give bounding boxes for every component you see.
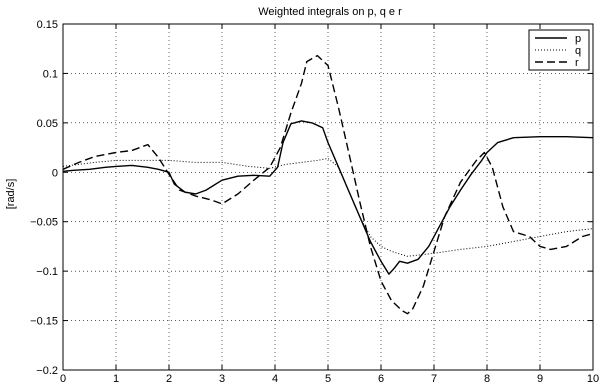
y-tick-label: −0.1	[36, 266, 58, 278]
legend-label-q: q	[575, 45, 581, 57]
series-line-r	[62, 54, 594, 315]
axis-ticks: 0 1 2 3 4 5 6 7 8 9 10 −0.2 −0.15 −0.1 −0.05 0 0.05 0.1 0.…	[30, 19, 599, 385]
y-tick-label: −0.15	[30, 316, 58, 328]
x-tick-label: 0	[60, 373, 66, 385]
series-layer	[62, 54, 594, 315]
x-tick-label: 6	[378, 373, 384, 385]
x-tick-label: 10	[587, 373, 599, 385]
legend-label-r: r	[575, 57, 579, 69]
y-tick-label: 0.05	[37, 118, 58, 130]
legend-label-p: p	[575, 33, 581, 45]
x-tick-label: 8	[484, 373, 490, 385]
series-line-p	[62, 120, 594, 275]
y-tick-label: −0.2	[36, 365, 58, 377]
y-tick-label: 0.15	[37, 19, 58, 31]
x-tick-label: 2	[166, 373, 172, 385]
y-tick-label: −0.05	[30, 217, 58, 229]
y-axis-label: [rad/s]	[5, 179, 17, 210]
y-tick-label: 0.1	[43, 68, 58, 80]
series-line-q	[62, 157, 594, 257]
x-tick-label: 1	[113, 373, 119, 385]
chart-title: Weighted integrals on p, q e r	[258, 6, 402, 18]
legend: pqr	[528, 29, 590, 71]
y-tick-label: 0	[52, 167, 58, 179]
grid-lines	[63, 24, 593, 370]
x-tick-label: 7	[431, 373, 437, 385]
x-tick-label: 9	[537, 373, 543, 385]
x-tick-label: 4	[272, 373, 278, 385]
x-tick-label: 5	[325, 373, 331, 385]
x-tick-label: 3	[219, 373, 225, 385]
